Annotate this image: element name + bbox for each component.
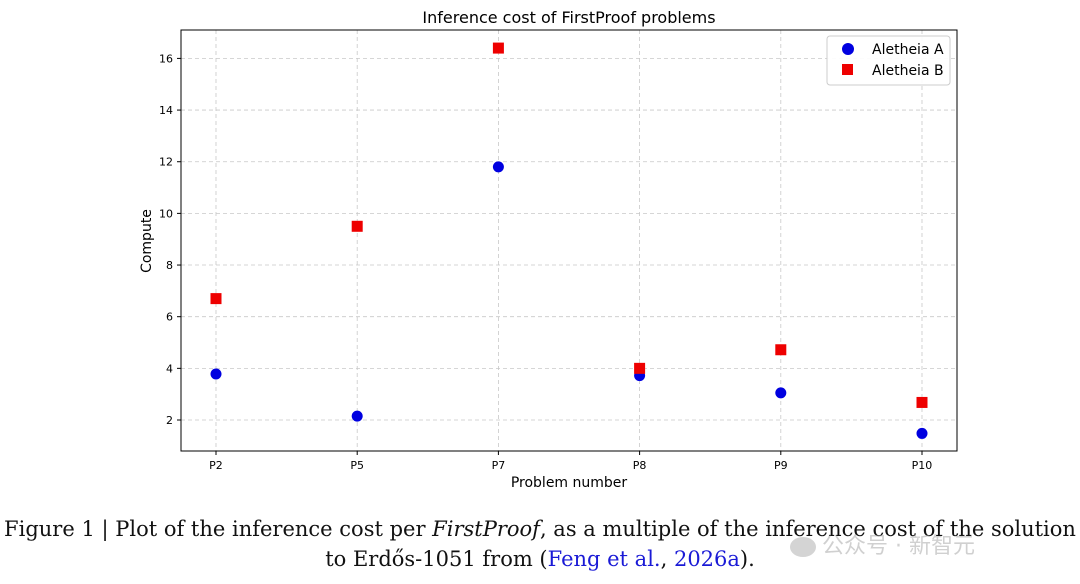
y-tick-label: 14	[159, 104, 173, 117]
x-tick-label: P2	[209, 459, 223, 472]
y-tick-label: 12	[159, 156, 173, 169]
y-axis-label: Compute	[139, 209, 155, 273]
wechat-logo-icon	[790, 537, 816, 557]
x-tick-label: P10	[912, 459, 933, 472]
y-tick-label: 10	[159, 207, 173, 220]
legend-marker-aletheia-a	[842, 43, 854, 55]
citation-link[interactable]: Feng et al.	[547, 547, 661, 571]
point-aletheia-a-p10	[916, 427, 928, 439]
x-tick-label: P8	[633, 459, 647, 472]
x-tick-label: P7	[492, 459, 506, 472]
caption-text: ).	[739, 547, 755, 571]
data-points	[210, 42, 928, 439]
point-aletheia-b-p10	[916, 396, 928, 408]
figure-caption: Figure 1 | Plot of the inference cost pe…	[0, 514, 1080, 574]
y-tick-label: 4	[166, 362, 173, 375]
plot-area	[181, 30, 957, 451]
legend-box	[826, 35, 951, 86]
caption-text: Figure 1 | Plot of the inference cost pe…	[4, 517, 433, 541]
point-aletheia-b-p8	[634, 362, 646, 374]
y-tick-label: 16	[159, 52, 173, 65]
caption-text: to Erdős-1051 from (	[325, 547, 548, 571]
y-tick-label: 8	[166, 259, 173, 272]
citation-year-link[interactable]: 2026a	[673, 547, 740, 571]
legend-label-aletheia-b: Aletheia B	[872, 63, 944, 79]
point-aletheia-b-p7	[492, 42, 504, 54]
y-tick-label: 6	[166, 311, 173, 324]
caption-line-1: Figure 1 | Plot of the inference cost pe…	[0, 514, 1080, 544]
legend-label-aletheia-a: Aletheia A	[872, 42, 944, 58]
caption-text: , as a multiple of the inference cost of…	[539, 517, 1076, 541]
point-aletheia-a-p2	[210, 368, 222, 380]
caption-italic: FirstProof	[432, 517, 540, 541]
chart-title: Inference cost of FirstProof problems	[422, 8, 715, 27]
legend-marker-aletheia-b	[842, 64, 853, 75]
caption-line-2: to Erdős-1051 from (Feng et al., 2026a).	[0, 544, 1080, 574]
point-aletheia-b-p5	[351, 220, 363, 232]
y-tick-label: 2	[166, 414, 173, 427]
watermark: 公众号 · 新智元	[790, 528, 975, 560]
scatter-chart: P2 P5 P7 P8 P9 P10 2 4 6 8 10 12 14 16 Inference cost…	[139, 8, 958, 491]
caption-text: ,	[660, 547, 674, 571]
axis-ticks: P2 P5 P7 P8 P9 P10 2 4 6 8 10 12 14 16	[159, 52, 932, 472]
x-axis-label: Problem number	[511, 475, 628, 491]
point-aletheia-a-p9	[775, 387, 787, 399]
x-tick-label: P5	[350, 459, 364, 472]
point-aletheia-b-p9	[775, 344, 787, 356]
watermark-text: 公众号 · 新智元	[822, 534, 975, 559]
point-aletheia-a-p7	[492, 161, 504, 173]
legend: Aletheia A Aletheia B	[826, 35, 951, 86]
point-aletheia-b-p2	[210, 293, 222, 305]
plot-frame	[180, 29, 958, 452]
x-tick-label: P9	[774, 459, 788, 472]
point-aletheia-a-p5	[351, 410, 363, 422]
